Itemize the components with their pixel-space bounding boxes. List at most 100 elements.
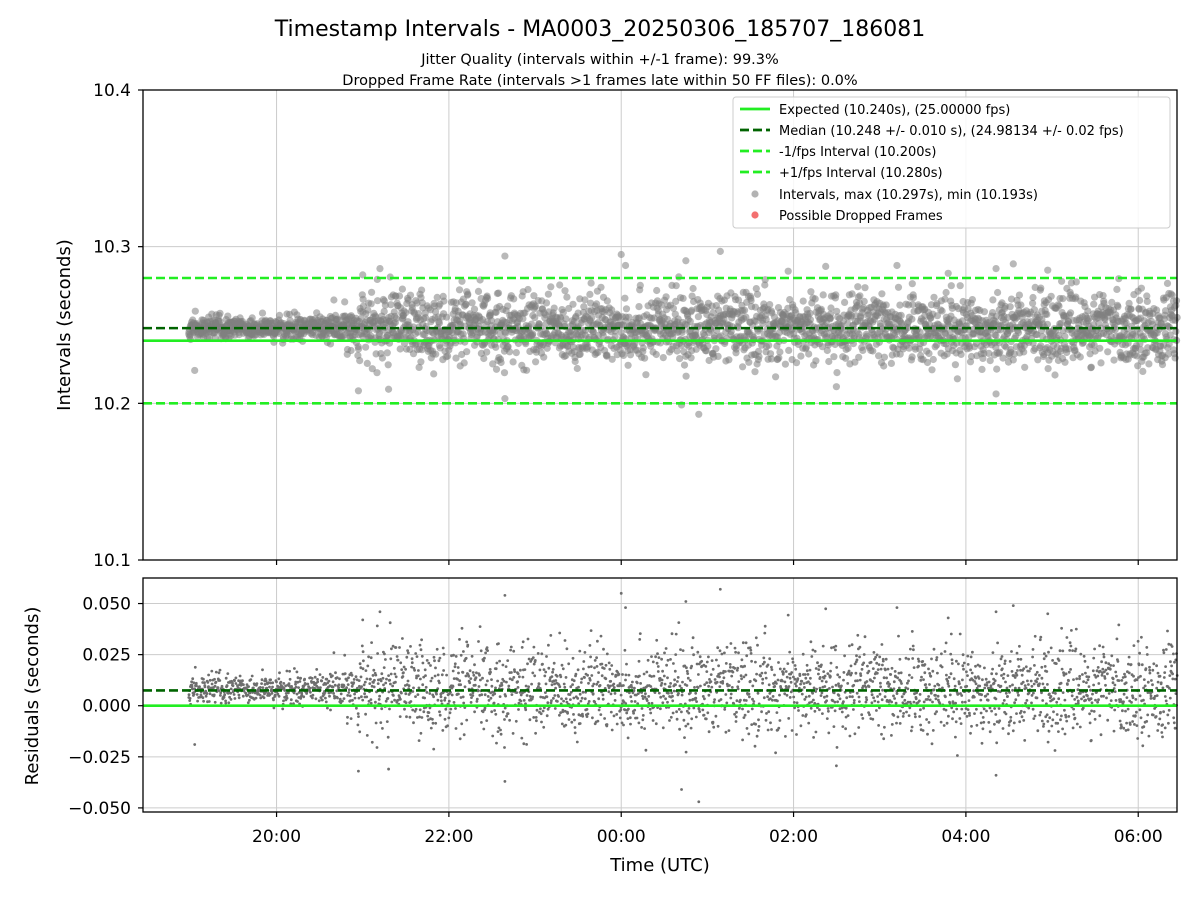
residual-point bbox=[743, 713, 747, 717]
residual-point bbox=[626, 736, 630, 740]
residual-point bbox=[319, 686, 322, 689]
residual-point bbox=[260, 678, 264, 682]
residual-point bbox=[825, 694, 829, 698]
residual-point bbox=[764, 676, 768, 680]
residual-point bbox=[724, 670, 727, 673]
interval-point bbox=[772, 373, 780, 381]
interval-point bbox=[621, 261, 630, 270]
residual-point bbox=[225, 684, 229, 688]
residual-point bbox=[249, 678, 253, 681]
residual-point bbox=[457, 671, 460, 675]
residual-point bbox=[317, 699, 321, 703]
residual-point bbox=[361, 650, 365, 654]
residual-point bbox=[760, 710, 763, 714]
residual-point bbox=[858, 700, 861, 703]
residual-point bbox=[805, 669, 809, 673]
residual-point bbox=[555, 674, 559, 678]
residual-point bbox=[551, 670, 554, 674]
residual-point bbox=[383, 652, 386, 656]
residual-point bbox=[364, 669, 368, 672]
residual-point bbox=[408, 691, 412, 695]
residual-point bbox=[685, 684, 689, 687]
residual-point bbox=[710, 685, 714, 689]
interval-point bbox=[599, 332, 607, 340]
residual-point bbox=[345, 722, 349, 725]
residual-point bbox=[573, 726, 577, 729]
residual-point bbox=[707, 730, 711, 734]
residual-point bbox=[613, 699, 617, 702]
residual-point bbox=[205, 692, 209, 696]
residual-point bbox=[390, 647, 393, 651]
residual-point bbox=[713, 698, 716, 701]
residual-point bbox=[592, 682, 596, 686]
residual-point bbox=[426, 714, 430, 718]
residual-point bbox=[858, 645, 862, 649]
residual-point bbox=[661, 701, 665, 705]
residual-point bbox=[775, 711, 779, 714]
residual-point bbox=[357, 679, 361, 682]
interval-point bbox=[556, 281, 564, 289]
residual-point bbox=[734, 650, 737, 654]
residual-point bbox=[371, 674, 375, 677]
residual-point bbox=[728, 684, 731, 687]
residual-point bbox=[440, 673, 444, 677]
residual-point bbox=[428, 692, 432, 695]
residual-point bbox=[465, 640, 469, 644]
residual-point bbox=[452, 653, 455, 657]
residual-point bbox=[357, 696, 361, 700]
residual-point bbox=[709, 680, 713, 683]
residual-point bbox=[821, 712, 824, 715]
residual-point bbox=[522, 699, 526, 702]
residual-point bbox=[768, 657, 772, 661]
residual-point bbox=[712, 700, 716, 704]
residual-point bbox=[418, 715, 421, 719]
residual-point bbox=[560, 697, 563, 701]
residual-point bbox=[842, 700, 845, 704]
residual-point bbox=[801, 714, 805, 717]
interval-point bbox=[559, 308, 567, 316]
residual-point bbox=[633, 700, 637, 703]
residual-point bbox=[687, 707, 691, 710]
residual-point bbox=[506, 659, 510, 662]
residual-point bbox=[852, 699, 856, 702]
residual-point bbox=[385, 720, 389, 723]
residual-point bbox=[849, 664, 853, 668]
residual-point bbox=[672, 689, 676, 693]
residual-point bbox=[306, 682, 310, 686]
interval-point bbox=[806, 309, 814, 317]
residual-point bbox=[520, 646, 524, 649]
interval-point bbox=[470, 305, 479, 313]
residual-point bbox=[747, 692, 751, 696]
residual-point bbox=[285, 696, 289, 700]
residual-point bbox=[511, 732, 515, 735]
residual-point bbox=[762, 656, 766, 660]
residual-point bbox=[456, 666, 460, 669]
interval-point bbox=[414, 310, 422, 318]
residual-point bbox=[277, 694, 281, 698]
interval-point bbox=[956, 282, 964, 290]
residual-point bbox=[777, 661, 780, 664]
residual-point bbox=[641, 714, 645, 717]
residual-point bbox=[553, 707, 557, 710]
residual-point bbox=[803, 698, 807, 701]
residual-point bbox=[750, 723, 754, 726]
residual-point bbox=[535, 708, 539, 712]
residual-point bbox=[507, 684, 511, 688]
residual-point bbox=[407, 684, 411, 688]
interval-point bbox=[492, 365, 501, 373]
residual-point bbox=[277, 677, 281, 681]
interval-point bbox=[897, 311, 905, 319]
interval-point bbox=[830, 353, 838, 361]
residual-point bbox=[660, 678, 664, 682]
residual-point bbox=[678, 727, 681, 731]
interval-point bbox=[1015, 291, 1024, 299]
residual-point bbox=[410, 661, 414, 665]
residual-point bbox=[505, 714, 508, 718]
interval-point bbox=[275, 311, 284, 319]
residual-point bbox=[856, 679, 859, 683]
residual-point bbox=[773, 685, 777, 688]
residual-point bbox=[771, 695, 775, 698]
residual-point bbox=[826, 672, 830, 675]
residual-point bbox=[513, 670, 517, 673]
residual-point bbox=[321, 698, 324, 702]
